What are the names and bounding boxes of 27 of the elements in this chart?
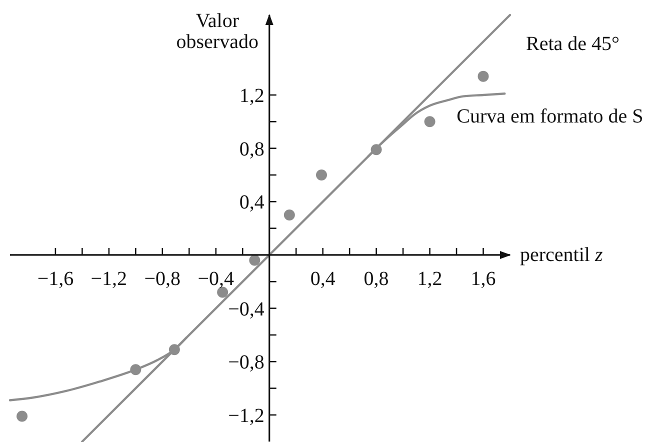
- point: [316, 169, 327, 180]
- series-label: Reta de 45°: [526, 33, 620, 55]
- y-tick-label: 1,2: [239, 84, 264, 107]
- point: [370, 144, 382, 156]
- y-tick-label: 0,8: [239, 138, 264, 160]
- y-tick-label: −0,8: [228, 352, 264, 374]
- y-tick-label: 0,4: [239, 192, 264, 214]
- series-label: Curva em formato de S: [456, 106, 644, 128]
- x-tick-label: −1,6: [37, 268, 74, 290]
- y-tick-label: −0,4: [228, 298, 264, 320]
- x-tick-label: −0,8: [144, 268, 181, 290]
- x-tick-label: 0,8: [364, 268, 389, 290]
- point: [130, 364, 142, 376]
- x-tick-label: −1,2: [90, 268, 128, 290]
- x-axis-title: percentil z: [520, 244, 603, 266]
- y-tick-label: −1,2: [228, 404, 264, 427]
- x-tick-label: −0,4: [198, 268, 234, 290]
- point: [424, 116, 436, 128]
- y-axis-title: Valor observado: [176, 10, 258, 53]
- x-tick-label: 1,6: [470, 268, 496, 290]
- point: [284, 209, 295, 220]
- x-tick-label: 0,4: [310, 268, 336, 290]
- point: [249, 254, 260, 266]
- x-tick-label: 1,2: [417, 268, 442, 290]
- point: [478, 70, 489, 82]
- point: [168, 344, 180, 356]
- point: [16, 410, 28, 422]
